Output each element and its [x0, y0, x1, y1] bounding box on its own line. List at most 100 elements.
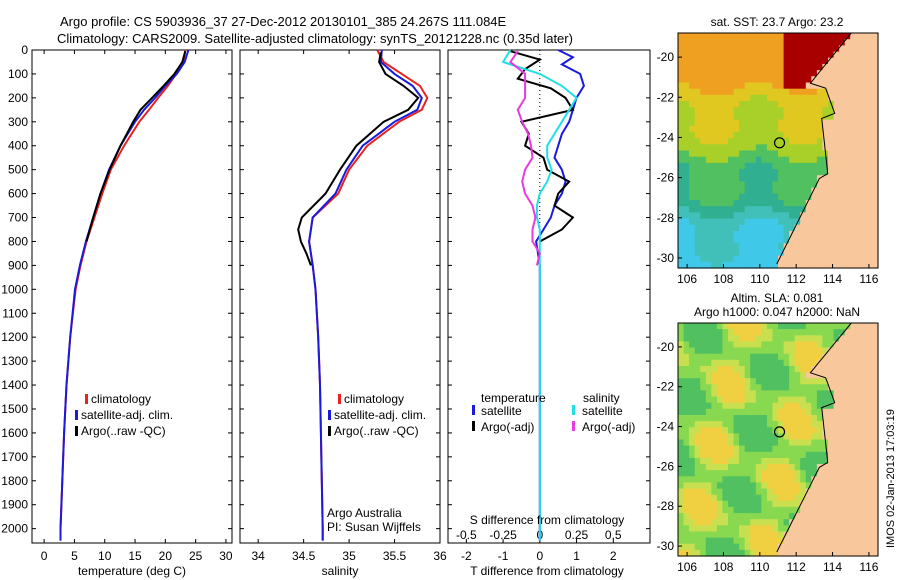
map-cell — [800, 445, 807, 453]
map-cell — [755, 439, 762, 447]
map-cell — [844, 150, 851, 158]
map-cell — [833, 187, 840, 195]
map-cell — [694, 476, 701, 483]
map-cell — [866, 415, 874, 422]
map-cell — [778, 513, 785, 520]
map-cell — [778, 187, 785, 195]
map-cell — [866, 218, 874, 226]
map-cell — [700, 162, 707, 170]
map-cell — [828, 494, 835, 502]
map-cell — [683, 230, 690, 238]
map-cell — [728, 445, 735, 453]
difference-plot-frame — [447, 49, 651, 544]
map-cell — [833, 131, 840, 139]
map-cell — [766, 433, 774, 441]
map-cell — [789, 537, 796, 545]
map-cell — [800, 63, 807, 71]
map-cell — [833, 162, 840, 170]
map-cell — [794, 119, 801, 127]
map-cell — [811, 107, 818, 114]
map-cell — [828, 224, 835, 232]
map-cell — [866, 230, 874, 238]
map-cell — [844, 531, 851, 539]
map-cell — [844, 525, 851, 532]
map-cell — [811, 439, 818, 447]
map-cell — [783, 494, 790, 502]
map-cell — [866, 384, 874, 391]
map-cell — [872, 193, 879, 201]
map-cell — [739, 88, 746, 96]
map-cell — [678, 329, 685, 336]
map-cell — [744, 200, 751, 207]
map-cell — [683, 70, 690, 77]
map-cell — [739, 212, 746, 220]
map-cell — [728, 206, 735, 213]
map-cell — [733, 169, 740, 176]
map-cell — [794, 488, 801, 496]
map-cell — [855, 218, 862, 226]
map-cell — [855, 107, 862, 114]
map-cell — [794, 131, 801, 139]
map-cell — [700, 464, 707, 471]
map-cell — [750, 200, 757, 207]
map-cell — [694, 421, 701, 428]
map-cell — [766, 88, 774, 96]
map-cell — [811, 506, 818, 514]
map-cell — [783, 107, 790, 114]
map-cell — [828, 396, 835, 404]
map-cell — [805, 378, 812, 385]
map-cell — [728, 261, 735, 269]
map-cell — [850, 51, 857, 59]
map-cell — [833, 249, 840, 257]
map-cell — [811, 200, 818, 207]
map-cell — [772, 33, 779, 40]
map-cell — [766, 261, 774, 269]
coastline — [776, 322, 852, 553]
map-cell — [772, 51, 779, 59]
map-cell — [783, 162, 790, 170]
map-cell — [789, 323, 796, 330]
map-cell — [811, 402, 818, 410]
map-cell — [755, 125, 762, 133]
map-cell — [683, 451, 690, 459]
map-cell — [750, 378, 757, 385]
map-cell — [850, 378, 857, 385]
map-cell — [761, 119, 768, 127]
map-cell — [728, 396, 735, 404]
map-cell — [739, 63, 746, 71]
map-cell — [816, 531, 824, 539]
map-cell — [811, 494, 818, 502]
map-cell — [700, 82, 707, 90]
y-tick-label: 1200 — [1, 330, 28, 344]
map-cell — [678, 427, 685, 434]
map-cell — [822, 70, 829, 77]
map-cell — [822, 494, 829, 502]
map-cell — [766, 525, 774, 532]
map-cell — [800, 243, 807, 251]
map-cell — [739, 537, 746, 545]
map-cell — [733, 427, 740, 434]
map-cell — [866, 193, 874, 201]
map-cell — [733, 439, 740, 447]
map-cell — [761, 230, 768, 238]
map-cell — [822, 470, 829, 477]
map-cell — [789, 156, 796, 164]
map-cell — [766, 107, 774, 114]
map-cell — [833, 451, 840, 459]
map-cell — [772, 200, 779, 207]
map-cell — [844, 378, 851, 385]
map-cell — [689, 187, 696, 195]
map-cell — [705, 384, 712, 391]
map-cell — [728, 525, 735, 532]
map-cell — [716, 365, 724, 373]
map-cell — [872, 107, 879, 114]
map-cell — [755, 230, 762, 238]
map-cell — [778, 519, 785, 526]
map-cell — [811, 464, 818, 471]
map-cell — [861, 506, 868, 514]
map-x-tick-label: 106 — [677, 272, 697, 286]
map-cell — [772, 193, 779, 201]
map-cell — [783, 464, 790, 471]
map-cell — [861, 255, 868, 263]
map-cell — [861, 476, 868, 483]
